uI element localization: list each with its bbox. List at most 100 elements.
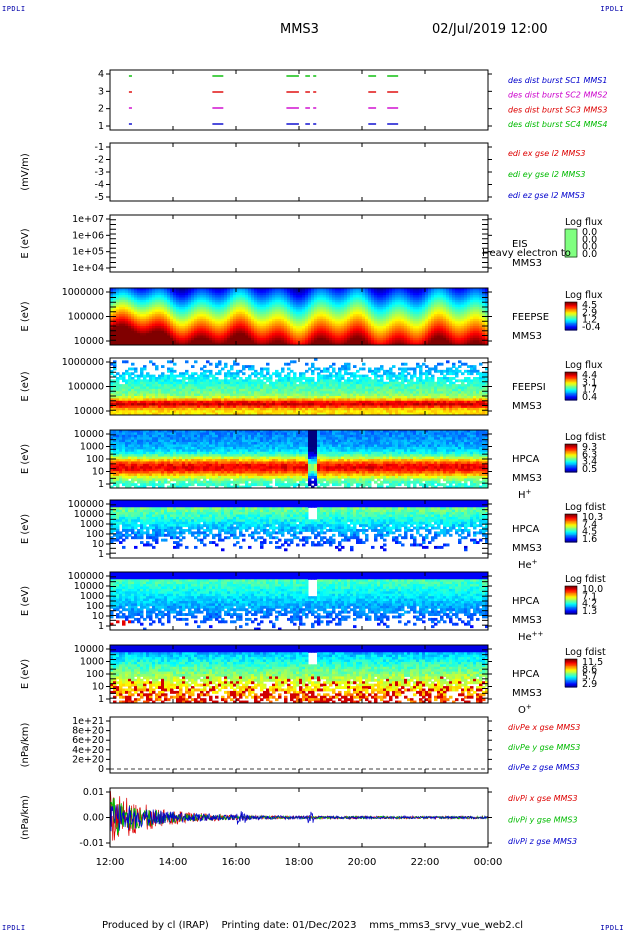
spectrogram-cell bbox=[113, 295, 117, 298]
spectrogram-cell bbox=[329, 365, 333, 368]
spectrogram-cell bbox=[281, 311, 285, 315]
spectrogram-cell bbox=[245, 321, 249, 325]
spectrogram-cell bbox=[284, 299, 288, 303]
spectrogram-cell bbox=[125, 288, 129, 291]
spectrogram-cell bbox=[314, 337, 318, 341]
spectrogram-cell bbox=[203, 295, 207, 298]
spectrogram-cell bbox=[233, 288, 237, 291]
spectrogram-cell bbox=[245, 330, 249, 334]
spectrogram-cell bbox=[275, 309, 279, 313]
spectrogram-cell bbox=[332, 299, 336, 303]
spectrogram-cell bbox=[311, 321, 315, 325]
spectrogram-cell bbox=[182, 304, 186, 308]
spectrogram-cell bbox=[227, 335, 231, 339]
spectrogram-cell bbox=[215, 311, 219, 315]
spectrogram-cell bbox=[323, 311, 327, 315]
spectrogram-cell bbox=[149, 323, 153, 327]
spectrogram-cell bbox=[191, 333, 195, 336]
spectrogram-cell bbox=[296, 302, 300, 306]
spectrogram-cell bbox=[209, 337, 213, 341]
spectrogram-cell bbox=[296, 295, 300, 298]
spectrogram-cell bbox=[173, 290, 177, 294]
spectrogram-cell bbox=[317, 340, 321, 344]
spectrogram-cell bbox=[263, 330, 267, 334]
spectrogram-cell bbox=[149, 314, 153, 317]
spectrogram-cell bbox=[212, 328, 216, 332]
spectrogram-cell bbox=[293, 328, 297, 332]
spectrogram-cell bbox=[221, 297, 225, 301]
spectrogram-cell bbox=[278, 330, 282, 334]
spectrogram-cell bbox=[146, 307, 150, 310]
spectrogram-cell bbox=[218, 323, 222, 327]
spectrogram-cell bbox=[131, 288, 135, 291]
spectrogram-cell bbox=[251, 290, 255, 294]
spectrogram-cell bbox=[194, 311, 198, 315]
spectrogram-cell bbox=[173, 318, 177, 322]
spectrogram-cell bbox=[212, 309, 216, 313]
spectrogram-cell bbox=[287, 321, 291, 325]
spectrogram-cell bbox=[305, 290, 309, 294]
spectrogram-cell bbox=[263, 288, 267, 291]
spectrogram-cell bbox=[284, 307, 288, 310]
spectrogram-cell bbox=[110, 335, 114, 339]
spectrogram-cell bbox=[290, 288, 294, 291]
spectrogram-cell bbox=[152, 299, 156, 303]
spectrogram-cell bbox=[203, 304, 207, 308]
spectrogram-cell bbox=[134, 297, 138, 301]
legend-entry: des dist burst SC2 MMS2 bbox=[508, 91, 607, 100]
spectrogram-cell bbox=[242, 335, 246, 339]
spectrogram-cell bbox=[326, 309, 330, 313]
spectrogram-cell bbox=[146, 342, 150, 346]
spectrogram-cell bbox=[281, 299, 285, 303]
spectrogram-cell bbox=[293, 323, 297, 327]
spectrogram-cell bbox=[257, 290, 261, 294]
spectrogram-cell bbox=[122, 340, 126, 344]
spectrogram-cell bbox=[323, 326, 327, 329]
spectrogram-cell bbox=[122, 292, 126, 296]
spectrogram-cell bbox=[305, 340, 309, 344]
spectrogram-cell bbox=[311, 302, 315, 306]
colorbar-cell bbox=[565, 237, 577, 240]
spectrogram-cell bbox=[182, 328, 186, 332]
spectrogram-cell bbox=[299, 314, 303, 317]
spectrogram-cell bbox=[335, 314, 339, 317]
spectrogram-cell bbox=[329, 335, 333, 339]
spectrogram-cell bbox=[287, 314, 291, 317]
spectrogram-cell bbox=[179, 316, 183, 320]
spectrogram-cell bbox=[188, 323, 192, 327]
spectrogram-cell bbox=[110, 337, 114, 341]
legend-entry: des dist burst SC1 MMS1 bbox=[508, 76, 607, 85]
spectrogram-cell bbox=[260, 335, 264, 339]
spectrogram-cell bbox=[125, 335, 129, 339]
spectrogram-cell bbox=[245, 318, 249, 322]
spectrogram-cell bbox=[305, 295, 309, 298]
spectrogram-cell bbox=[194, 328, 198, 332]
spectrogram-cell bbox=[131, 314, 135, 317]
spectrogram-cell bbox=[110, 314, 114, 317]
spectrogram-cell bbox=[164, 330, 168, 334]
spectrogram-cell bbox=[209, 316, 213, 320]
spectrogram-cell bbox=[173, 328, 177, 332]
spectrogram-cell bbox=[215, 337, 219, 341]
spectrogram-cell bbox=[182, 299, 186, 303]
spectrogram-cell bbox=[137, 323, 141, 327]
spectrogram-cell bbox=[206, 297, 210, 301]
spectrogram-cell bbox=[173, 288, 177, 291]
spectrogram-cell bbox=[320, 337, 324, 341]
spectrogram-cell bbox=[224, 337, 228, 341]
spectrogram-cell bbox=[188, 335, 192, 339]
spectrogram-cell bbox=[209, 333, 213, 336]
spectrogram-cell bbox=[233, 362, 237, 366]
spectrogram-cell bbox=[320, 295, 324, 298]
spectrogram-cell bbox=[314, 302, 318, 306]
spectrogram-cell bbox=[335, 299, 339, 303]
spectrogram-cell bbox=[122, 314, 126, 317]
spectrogram-cell bbox=[236, 309, 240, 313]
spectrogram-cell bbox=[185, 314, 189, 317]
spectrogram-cell bbox=[323, 307, 327, 310]
spectrogram-cell bbox=[212, 297, 216, 301]
legend-entry: edi ex gse l2 MMS3 bbox=[508, 149, 586, 158]
spectrogram-cell bbox=[254, 330, 258, 334]
spectrogram-cell bbox=[173, 330, 177, 334]
spectrogram-cell bbox=[356, 369, 360, 373]
